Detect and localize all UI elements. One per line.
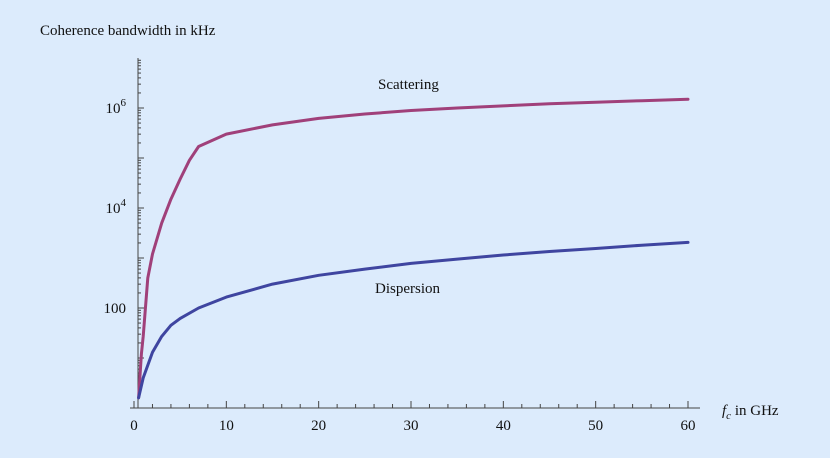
x-axis-label-suffix: in GHz bbox=[731, 403, 779, 419]
annotation-scattering: Scattering bbox=[378, 77, 439, 93]
ticks: 0 10 20 30 40 50 60 100 104 106 bbox=[104, 59, 696, 434]
x-tick-label: 30 bbox=[404, 418, 419, 434]
y-tick-label: 100 bbox=[104, 301, 127, 317]
series-line-scattering bbox=[137, 97, 690, 400]
x-tick-label: 0 bbox=[130, 418, 138, 434]
x-tick-label: 10 bbox=[219, 418, 234, 434]
x-axis-label-symbol: f bbox=[722, 403, 728, 419]
series bbox=[137, 97, 690, 400]
x-tick-label: 40 bbox=[496, 418, 511, 434]
x-tick-label: 60 bbox=[681, 418, 696, 434]
annotation-dispersion: Dispersion bbox=[375, 281, 440, 297]
y-tick-label: 106 bbox=[106, 97, 127, 117]
series-line-dispersion bbox=[137, 240, 690, 400]
x-axis-label: fc in GHz bbox=[722, 403, 779, 422]
y-tick-label: 104 bbox=[106, 197, 127, 217]
y-axis-label: Coherence bandwidth in kHz bbox=[40, 23, 216, 39]
axes bbox=[130, 58, 700, 409]
x-tick-label: 20 bbox=[311, 418, 326, 434]
x-axis-label-subscript: c bbox=[726, 410, 731, 422]
x-tick-label: 50 bbox=[588, 418, 603, 434]
